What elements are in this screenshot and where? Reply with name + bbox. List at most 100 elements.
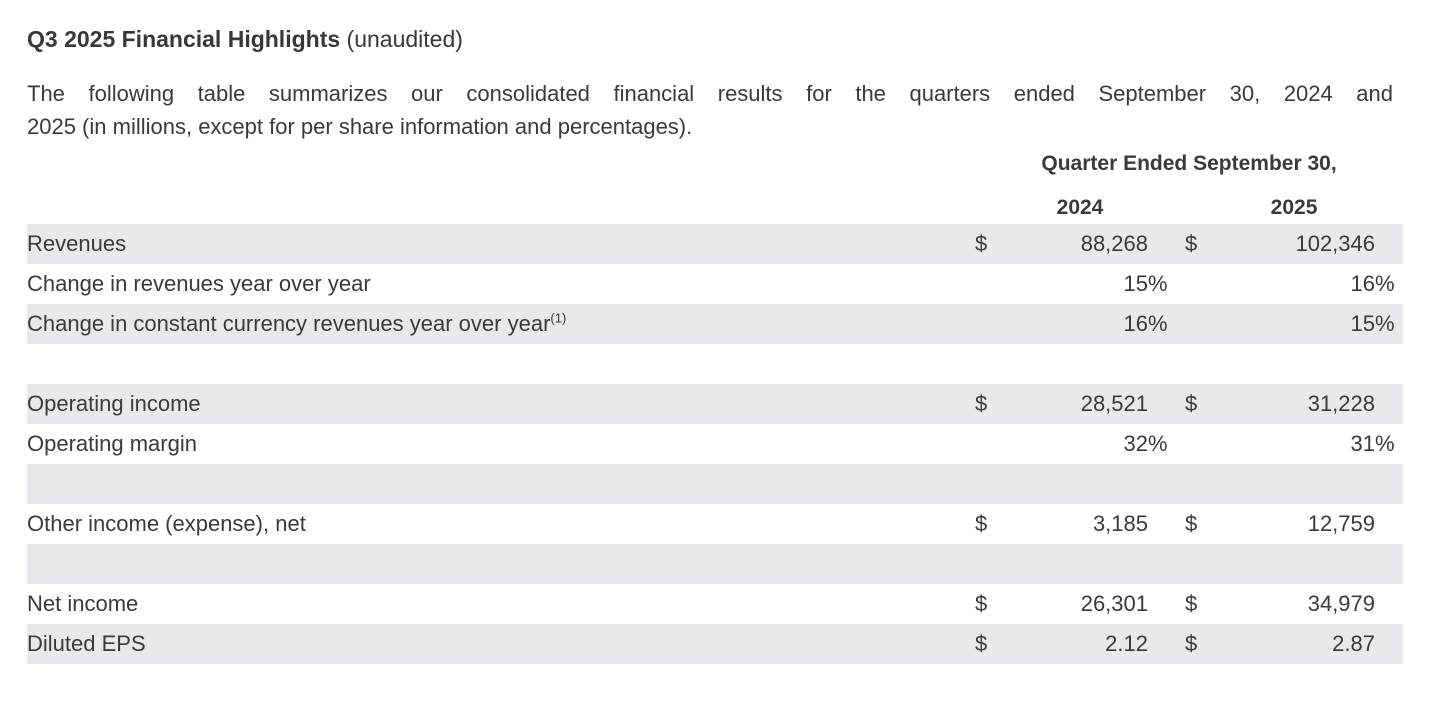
header-spacer-cell [27, 192, 975, 224]
percent-symbol-2024 [1148, 584, 1185, 624]
currency-symbol-2024 [975, 424, 1013, 464]
value-2024: 16 [1123, 311, 1148, 336]
percent-symbol-2025 [1375, 224, 1403, 264]
value-2024: 28,521 [1080, 391, 1148, 416]
currency-symbol-2025 [1185, 264, 1222, 304]
value-2024: 2.12 [1105, 631, 1148, 656]
percent-symbol-2024 [1148, 504, 1185, 544]
percent-symbol-2024 [1148, 384, 1185, 424]
value-2025: 31 [1350, 431, 1375, 456]
table-row: Change in revenues year over year 15% 16% [27, 264, 1403, 304]
percent-symbol-2025 [1375, 544, 1403, 584]
table-row: Other income (expense), net $3,185 $12,759 [27, 504, 1403, 544]
financial-highlights-table: Quarter Ended September 30, 2024 2025 Re… [27, 152, 1404, 664]
currency-symbol-2024: $ [975, 591, 988, 616]
value-2024: 15 [1123, 271, 1148, 296]
value-2025: 31,228 [1307, 391, 1375, 416]
currency-symbol-2024 [975, 344, 1013, 384]
value-2025: 2.87 [1332, 631, 1375, 656]
currency-symbol-2024 [975, 264, 1013, 304]
percent-symbol-2024 [1148, 224, 1185, 264]
row-label: Net income [27, 591, 139, 616]
table-row: Operating income $28,521 $31,228 [27, 384, 1404, 424]
year-2025-header: 2025 [1270, 196, 1318, 219]
value-2024: 26,301 [1080, 591, 1148, 616]
table-row: Change in constant currency revenues yea… [27, 304, 1404, 344]
value-2025: 34,979 [1307, 591, 1375, 616]
value-2025: 15 [1350, 311, 1375, 336]
value-2024: 88,268 [1080, 231, 1148, 256]
table-row: Diluted EPS $2.12 $2.87 [27, 624, 1404, 664]
header-spacer-cell [27, 152, 975, 192]
percent-symbol-2025 [1375, 584, 1403, 624]
currency-symbol-2025: $ [1185, 511, 1198, 536]
percent-symbol-2025: % [1375, 311, 1395, 336]
row-label: Operating margin [27, 431, 197, 456]
row-label: Revenues [27, 231, 127, 256]
row-label: Change in constant currency revenues yea… [27, 310, 567, 336]
currency-symbol-2024 [975, 304, 1013, 344]
percent-symbol-2024 [1148, 624, 1185, 664]
currency-symbol-2025 [1185, 544, 1222, 584]
percent-symbol-2024: % [1148, 271, 1168, 296]
currency-symbol-2025 [1185, 344, 1222, 384]
spacer-row [27, 464, 1404, 504]
intro-line-1: The following table summarizes our conso… [27, 81, 1393, 106]
percent-symbol-2025 [1375, 384, 1403, 424]
percent-symbol-2024 [1148, 464, 1185, 504]
table-header-group-row: Quarter Ended September 30, [27, 152, 1403, 192]
value-2025: 102,346 [1295, 231, 1375, 256]
value-2024: 3,185 [1092, 511, 1148, 536]
intro-line-2: 2025 (in millions, except for per share … [27, 114, 693, 139]
percent-symbol-2025: % [1375, 431, 1395, 456]
row-label [27, 544, 975, 584]
table-header-years-row: 2024 2025 [27, 192, 1403, 224]
row-label: Change in revenues year over year [27, 271, 371, 296]
row-label [27, 464, 975, 504]
value-2025: 16 [1350, 271, 1375, 296]
row-label: Other income (expense), net [27, 511, 306, 536]
currency-symbol-2025: $ [1185, 631, 1198, 656]
value-2024 [1013, 344, 1148, 384]
percent-symbol-2025 [1375, 344, 1403, 384]
percent-symbol-2025 [1375, 464, 1403, 504]
page-title-main: Q3 2025 Financial Highlights [27, 26, 341, 52]
page-title-unaudited-note: (unaudited) [340, 26, 463, 52]
currency-symbol-2024 [975, 464, 1013, 504]
value-2025 [1222, 464, 1375, 504]
currency-symbol-2024 [975, 544, 1013, 584]
row-label: Diluted EPS [27, 631, 146, 656]
percent-symbol-2024: % [1148, 311, 1168, 336]
currency-symbol-2024: $ [975, 231, 988, 256]
year-2024-header: 2024 [1056, 196, 1104, 219]
page-title: Q3 2025 Financial Highlights (unaudited) [27, 26, 1444, 52]
table-row: Net income $26,301 $34,979 [27, 584, 1403, 624]
row-label [27, 344, 975, 384]
currency-symbol-2025 [1185, 304, 1222, 344]
currency-symbol-2024: $ [975, 631, 988, 656]
quarter-ended-header: Quarter Ended September 30, [1041, 152, 1337, 175]
percent-symbol-2024 [1148, 544, 1185, 584]
percent-symbol-2025: % [1375, 271, 1395, 296]
value-2024: 32 [1123, 431, 1148, 456]
spacer-row [27, 544, 1404, 584]
intro-paragraph: The following table summarizes our conso… [27, 77, 1393, 143]
currency-symbol-2025 [1185, 464, 1222, 504]
currency-symbol-2024: $ [975, 391, 988, 416]
percent-symbol-2024 [1148, 344, 1185, 384]
value-2024 [1013, 544, 1148, 584]
percent-symbol-2024: % [1148, 431, 1168, 456]
value-2025 [1222, 344, 1375, 384]
percent-symbol-2025 [1375, 624, 1403, 664]
currency-symbol-2025 [1185, 424, 1222, 464]
footnote-marker: (1) [550, 310, 567, 326]
spacer-row [27, 344, 1403, 384]
percent-symbol-2025 [1375, 504, 1403, 544]
value-2025 [1222, 544, 1375, 584]
currency-symbol-2025: $ [1185, 231, 1198, 256]
table-row: Operating margin 32% 31% [27, 424, 1403, 464]
row-label: Operating income [27, 391, 201, 416]
table-row: Revenues $88,268 $102,346 [27, 224, 1404, 264]
currency-symbol-2025: $ [1185, 591, 1198, 616]
